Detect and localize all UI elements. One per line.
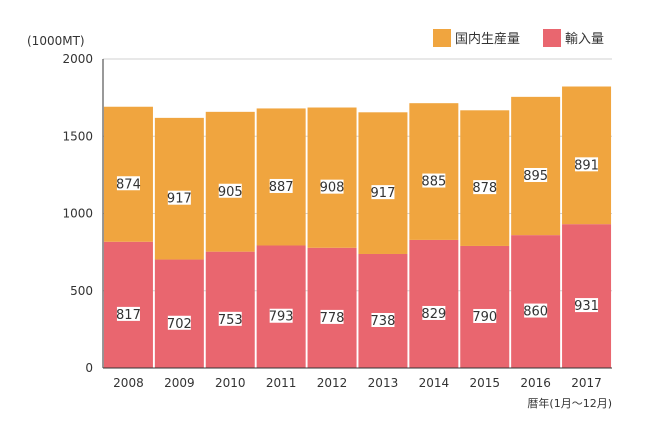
x-tick-label: 2014: [419, 376, 450, 390]
y-tick-label: 500: [70, 284, 93, 298]
data-label-domestic-2013: 917: [371, 186, 396, 201]
x-tick-label: 2008: [113, 376, 144, 390]
bar-domestic-2016: [511, 96, 561, 236]
x-tick-label: 2010: [215, 376, 246, 390]
bar-domestic-2010: [205, 111, 255, 252]
data-label-imports-2010: 753: [218, 313, 243, 328]
data-label-bg: [524, 303, 548, 318]
data-label-bg: [116, 306, 140, 321]
axes: [102, 59, 612, 369]
data-label-bg: [167, 190, 191, 205]
data-label-bg: [422, 173, 446, 188]
bars: [103, 86, 612, 368]
bar-imports-2011: [256, 245, 306, 368]
bar-imports-2010: [205, 251, 255, 368]
data-label-bg: [320, 309, 344, 324]
data-label-bg: [116, 176, 140, 191]
data-label-bg: [524, 167, 548, 182]
data-label-bg: [269, 178, 293, 193]
data-label-domestic-2012: 908: [320, 181, 345, 196]
data-label-domestic-2009: 917: [167, 192, 192, 207]
bar-domestic-2008: [103, 106, 153, 242]
data-label-domestic-2017: 891: [574, 158, 599, 173]
labels: 0 500 1000 1500 2000 817 874 2008 702 917 2009 753 9…: [62, 52, 601, 390]
bar-imports-2013: [358, 253, 408, 368]
data-label-imports-2015: 790: [472, 310, 497, 325]
bar-imports-2014: [409, 239, 459, 368]
data-label-domestic-2010: 905: [218, 185, 243, 200]
x-tick-label: 2011: [266, 376, 297, 390]
bar-domestic-2013: [358, 112, 408, 254]
legend-swatch-domestic: [433, 29, 451, 47]
data-label-bg: [218, 183, 242, 198]
bar-domestic-2017: [562, 86, 612, 225]
bar-domestic-2011: [256, 108, 306, 246]
data-label-bg: [575, 298, 599, 313]
x-tick-label: 2015: [469, 376, 500, 390]
bar-domestic-2015: [460, 110, 510, 246]
data-label-imports-2016: 860: [523, 305, 548, 320]
data-label-bg: [218, 311, 242, 326]
x-tick-label: 2009: [164, 376, 195, 390]
legend-label-imports: 輸入量: [565, 32, 604, 47]
data-label-domestic-2008: 874: [116, 177, 141, 192]
data-label-imports-2011: 793: [269, 310, 294, 325]
data-label-bg: [422, 305, 446, 320]
data-label-bg: [371, 312, 395, 327]
y-tick-label: 2000: [62, 52, 93, 66]
y-tick-label: 1000: [62, 207, 93, 221]
data-label-bg: [473, 180, 497, 195]
legend-label-domestic: 国内生産量: [455, 31, 520, 47]
bar-imports-2015: [460, 245, 510, 368]
legend-swatch-imports: [543, 29, 561, 47]
bar-imports-2009: [154, 259, 204, 368]
data-label-bg: [269, 308, 293, 323]
y-tick-label: 0: [85, 361, 93, 375]
data-label-bg: [167, 315, 191, 330]
data-label-imports-2013: 738: [371, 314, 396, 329]
data-label-bg: [320, 179, 344, 194]
y-tick-label: 1500: [62, 129, 93, 143]
data-label-bg: [371, 185, 395, 200]
data-label-imports-2017: 931: [574, 299, 599, 314]
y-unit-label: (1000MT): [27, 34, 85, 48]
bar-domestic-2009: [154, 117, 204, 260]
data-label-imports-2009: 702: [167, 317, 192, 332]
data-label-domestic-2015: 878: [472, 181, 497, 196]
bar-domestic-2014: [409, 103, 459, 240]
data-label-bg: [575, 157, 599, 172]
data-label-domestic-2011: 887: [269, 180, 294, 195]
data-label-domestic-2014: 885: [421, 175, 446, 190]
bar-imports-2008: [103, 241, 153, 368]
data-label-imports-2012: 778: [320, 311, 345, 326]
x-tick-label: 2017: [571, 376, 602, 390]
legend: 国内生産量 輸入量: [433, 29, 604, 47]
bar-imports-2016: [511, 235, 561, 368]
data-label-domestic-2016: 895: [523, 169, 548, 184]
bar-domestic-2012: [307, 107, 357, 248]
x-tick-label: 2016: [520, 376, 551, 390]
bar-imports-2017: [562, 224, 612, 368]
x-tick-label: 2012: [317, 376, 348, 390]
data-label-imports-2008: 817: [116, 308, 141, 323]
data-label-bg: [473, 308, 497, 323]
x-axis-title: 暦年(1月～12月): [527, 396, 612, 410]
bar-imports-2012: [307, 247, 357, 368]
x-tick-label: 2013: [368, 376, 399, 390]
data-label-imports-2014: 829: [421, 307, 446, 322]
